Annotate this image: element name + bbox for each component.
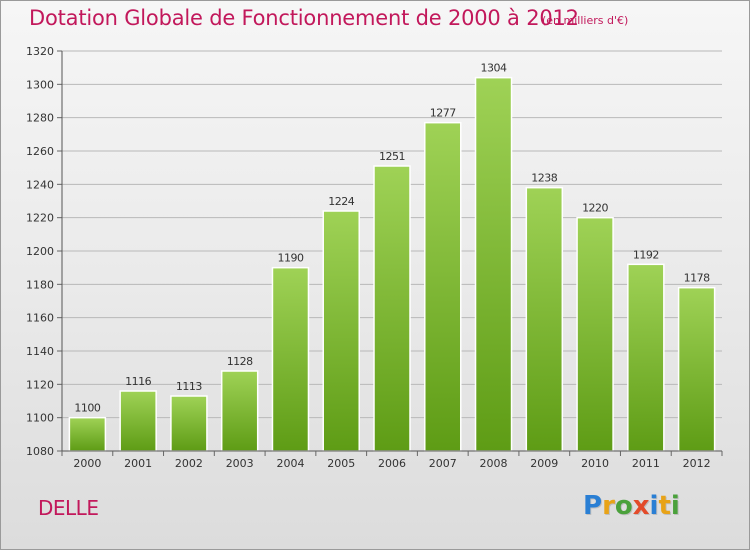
logo-letter: r	[602, 491, 615, 521]
y-tick-label: 1220	[26, 212, 54, 225]
data-label: 1251	[379, 150, 405, 163]
logo-letter: i	[649, 491, 659, 521]
data-label: 1113	[176, 380, 202, 393]
bar	[627, 263, 665, 452]
bar	[525, 186, 564, 452]
y-tick-label: 1120	[26, 378, 54, 391]
bar	[271, 266, 310, 452]
x-tick-label: 2005	[327, 457, 355, 470]
data-label: 1192	[633, 248, 659, 261]
logo-letter: x	[632, 491, 650, 521]
bar	[220, 370, 259, 452]
bar	[677, 286, 716, 452]
bar	[576, 216, 614, 452]
y-tick-label: 1260	[26, 145, 54, 158]
y-axis-ticks: 1080 1100 1120 1140 1160 1180 1200 1220 1240 1260…	[26, 45, 62, 458]
y-tick-label: 1140	[26, 345, 54, 358]
x-tick-label: 2000	[73, 457, 101, 470]
y-tick-label: 1300	[26, 78, 54, 91]
x-tick-label: 2001	[124, 457, 152, 470]
bar	[170, 395, 208, 452]
logo-letter: i	[670, 491, 680, 521]
y-tick-label: 1180	[26, 278, 54, 291]
logo-letter: o	[614, 491, 633, 521]
x-axis-ticks: 2000 2001 2002 2003 2004 2005 2006 2007 2008 2009…	[61, 451, 723, 470]
chart-title: Dotation Globale de Fonctionnement de 20…	[29, 6, 579, 30]
x-tick-label: 2012	[683, 457, 711, 470]
x-tick-label: 2008	[480, 457, 508, 470]
y-tick-label: 1100	[26, 412, 54, 425]
bar	[373, 165, 411, 452]
logo-letter: t	[658, 491, 671, 521]
x-tick-label: 2009	[530, 457, 558, 470]
data-label: 1128	[227, 355, 253, 368]
commune-name: DELLE	[38, 496, 99, 520]
data-label: 1178	[684, 272, 710, 285]
y-tick-label: 1080	[26, 445, 54, 458]
x-tick-label: 2004	[276, 457, 304, 470]
x-tick-label: 2010	[581, 457, 609, 470]
chart-subtitle: (en milliers d'€)	[542, 14, 629, 27]
bar	[474, 76, 513, 452]
x-tick-label: 2006	[378, 457, 406, 470]
x-tick-label: 2007	[429, 457, 457, 470]
proxiti-logo: Proxiti	[583, 491, 680, 521]
axes	[61, 51, 722, 452]
data-label: 1224	[328, 195, 354, 208]
y-tick-label: 1160	[26, 312, 54, 325]
y-tick-label: 1320	[26, 45, 54, 58]
data-label: 1190	[277, 252, 303, 265]
data-label: 1116	[125, 375, 151, 388]
bar	[68, 416, 107, 452]
y-tick-label: 1280	[26, 112, 54, 125]
x-tick-label: 2003	[226, 457, 254, 470]
y-tick-label: 1200	[26, 245, 54, 258]
x-tick-label: 2002	[175, 457, 203, 470]
bar	[322, 210, 360, 452]
data-label: 1238	[531, 172, 557, 185]
x-tick-label: 2011	[632, 457, 660, 470]
logo-letter: P	[583, 491, 603, 521]
bar	[424, 121, 462, 452]
y-tick-label: 1240	[26, 178, 54, 191]
bar	[119, 390, 157, 452]
data-label: 1277	[430, 107, 456, 120]
data-label: 1220	[582, 202, 608, 215]
data-label: 1100	[74, 402, 100, 415]
data-label: 1304	[481, 62, 507, 75]
bars	[68, 76, 716, 452]
data-labels: 1100 1116 1113 1128 1190 1224 1251 1277 1304 1238…	[74, 62, 710, 415]
